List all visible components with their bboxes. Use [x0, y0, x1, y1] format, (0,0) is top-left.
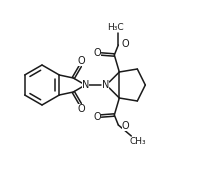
- Text: O: O: [122, 121, 129, 131]
- Text: N: N: [82, 80, 89, 90]
- Text: N: N: [102, 80, 109, 90]
- Text: O: O: [77, 56, 85, 66]
- Text: CH₃: CH₃: [129, 137, 146, 146]
- Text: O: O: [122, 39, 129, 49]
- Text: O: O: [94, 112, 101, 122]
- Text: H₃C: H₃C: [107, 22, 124, 31]
- Text: O: O: [94, 48, 101, 58]
- Text: O: O: [77, 104, 85, 114]
